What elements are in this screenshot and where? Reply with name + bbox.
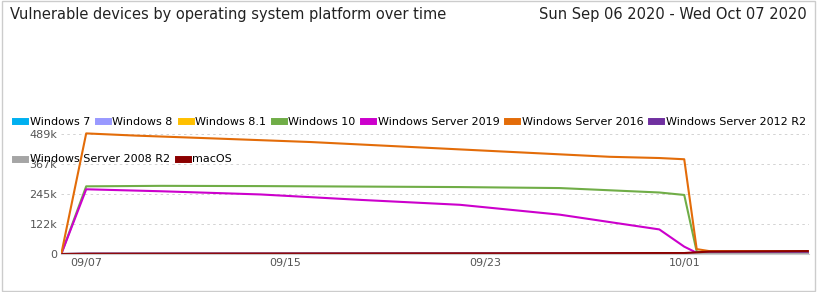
Text: Sun Sep 06 2020 - Wed Oct 07 2020: Sun Sep 06 2020 - Wed Oct 07 2020: [539, 7, 807, 22]
Legend: Windows 7, Windows 8, Windows 8.1, Windows 10, Windows Server 2019, Windows Serv: Windows 7, Windows 8, Windows 8.1, Windo…: [16, 117, 806, 126]
Legend: Windows Server 2008 R2, macOS: Windows Server 2008 R2, macOS: [16, 154, 232, 164]
Text: Vulnerable devices by operating system platform over time: Vulnerable devices by operating system p…: [10, 7, 446, 22]
